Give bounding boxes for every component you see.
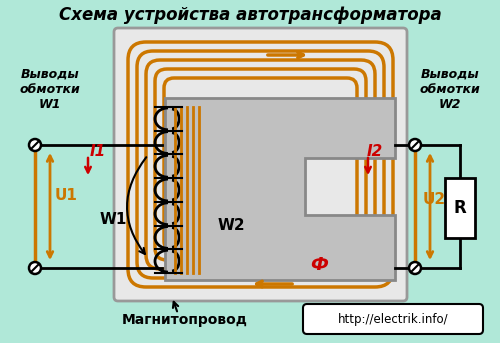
Circle shape — [29, 262, 41, 274]
Text: U1: U1 — [55, 189, 78, 203]
Text: U2: U2 — [423, 192, 446, 208]
FancyBboxPatch shape — [114, 28, 407, 301]
Circle shape — [29, 139, 41, 151]
Text: Схема устройства автотрансформатора: Схема устройства автотрансформатора — [58, 6, 442, 24]
Text: I1: I1 — [90, 144, 106, 159]
Text: http://electrik.info/: http://electrik.info/ — [338, 312, 448, 326]
Text: W1: W1 — [100, 213, 128, 227]
Text: R: R — [454, 199, 466, 217]
Circle shape — [409, 262, 421, 274]
FancyBboxPatch shape — [303, 304, 483, 334]
Text: Выводы
обмотки
W1: Выводы обмотки W1 — [20, 68, 80, 111]
Text: I2: I2 — [367, 144, 384, 159]
Polygon shape — [165, 98, 395, 280]
Text: Выводы
обмотки
W2: Выводы обмотки W2 — [420, 68, 480, 111]
Bar — [445, 178, 475, 238]
Text: Ф: Ф — [310, 256, 328, 274]
Text: W2: W2 — [218, 217, 246, 233]
Circle shape — [409, 139, 421, 151]
Text: Магнитопровод: Магнитопровод — [122, 313, 248, 327]
